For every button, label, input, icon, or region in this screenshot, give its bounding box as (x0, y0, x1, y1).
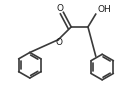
Text: O: O (57, 4, 64, 13)
Text: O: O (56, 38, 63, 47)
Text: OH: OH (98, 5, 111, 14)
